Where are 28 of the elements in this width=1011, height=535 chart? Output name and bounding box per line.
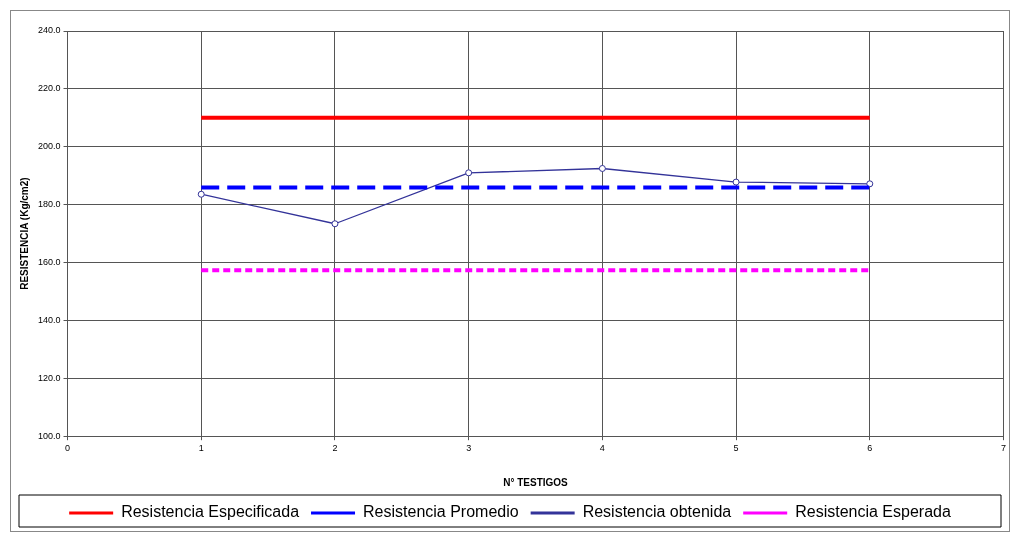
point — [598, 164, 606, 172]
x-tick-label: 2 — [332, 443, 338, 454]
point — [197, 190, 205, 198]
point — [331, 220, 339, 228]
x-tick-label: 0 — [65, 443, 71, 454]
y-tick-label: 160.0 — [37, 257, 61, 268]
y-tick-label: 120.0 — [37, 372, 61, 383]
y-tick-label: 200.0 — [37, 141, 61, 152]
x-tick-label: 6 — [867, 443, 873, 454]
y-tick-label: 220.0 — [37, 83, 61, 94]
x-axis-title: N° TESTIGOS — [503, 476, 569, 488]
point — [866, 180, 874, 188]
y-tick-label: 140.0 — [37, 314, 61, 325]
legend-label: Resistencia Promedio — [363, 503, 519, 521]
y-axis-title: RESISTENCIA (Kg/cm2) — [18, 177, 30, 290]
x-tick-label: 3 — [466, 443, 472, 454]
legend-label: Resistencia obtenida — [582, 503, 732, 521]
y-tick-label: 180.0 — [37, 199, 61, 210]
y-tick-label: 100.0 — [37, 430, 61, 441]
x-tick-label: 4 — [599, 443, 605, 454]
legend-label: Resistencia Esperada — [795, 503, 951, 521]
y-tick-label: 240.0 — [37, 25, 61, 36]
x-tick-label: 1 — [198, 443, 204, 454]
point — [465, 169, 473, 177]
legend-label: Resistencia Especificada — [121, 503, 300, 521]
x-tick-label: 5 — [733, 443, 739, 454]
x-tick-label: 7 — [1000, 443, 1007, 454]
point — [732, 178, 740, 186]
